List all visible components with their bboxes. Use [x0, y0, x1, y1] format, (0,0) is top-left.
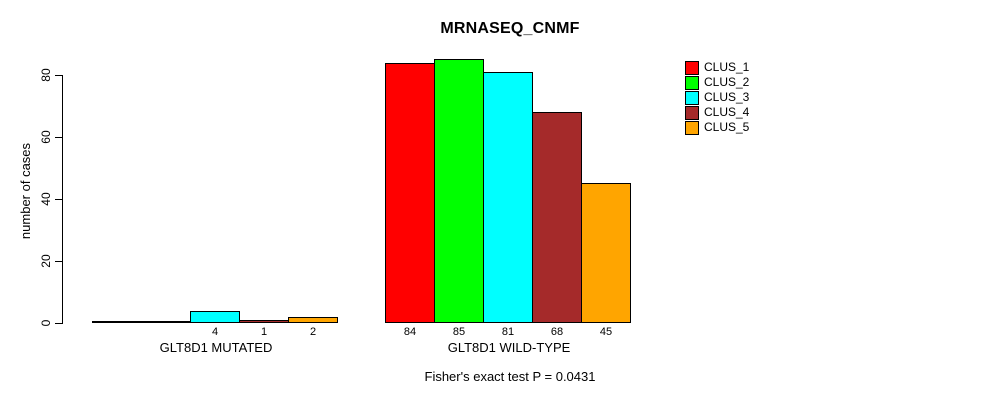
fisher-test-annotation: Fisher's exact test P = 0.0431 — [424, 369, 596, 384]
legend-swatch-icon — [685, 90, 699, 105]
bar-value-label: 4 — [211, 326, 219, 338]
x-group-label-mutated: GLT8D1 MUTATED — [159, 340, 273, 355]
y-tick-label: 40 — [39, 192, 53, 206]
bar-value-label: 84 — [403, 326, 417, 338]
bar-clus_4-group2 — [532, 112, 582, 323]
legend-label: CLUS_4 — [704, 105, 750, 119]
chart-title: MRNASEQ_CNMF — [440, 20, 580, 37]
legend: CLUS_1 CLUS_2 CLUS_3 CLUS_4 CLUS_5 — [685, 60, 749, 135]
y-tick-mark — [55, 199, 62, 200]
legend-swatch-icon — [685, 105, 699, 120]
legend-item-clus_3: CLUS_3 — [685, 90, 749, 105]
legend-item-clus_1: CLUS_1 — [685, 60, 749, 75]
y-tick-label: 60 — [39, 130, 53, 144]
bar-clus_5-group1 — [288, 317, 338, 323]
legend-swatch-icon — [685, 120, 699, 135]
y-tick-mark — [55, 323, 62, 324]
bar-value-label: 68 — [550, 326, 564, 338]
y-tick-label: 0 — [39, 319, 53, 327]
legend-item-clus_2: CLUS_2 — [685, 75, 749, 90]
bar-clus_3-group2 — [483, 72, 533, 323]
legend-swatch-icon — [685, 60, 699, 75]
bar-clus_5-group2 — [581, 183, 631, 323]
bar-value-label: 45 — [599, 326, 613, 338]
x-group-label-wildtype: GLT8D1 WILD-TYPE — [447, 340, 571, 355]
y-axis-line — [62, 75, 63, 324]
bar-clus_3-group1 — [190, 311, 240, 323]
bar-clus_1-group1 — [92, 321, 142, 323]
y-tick-mark — [55, 137, 62, 138]
y-tick-label: 80 — [39, 68, 53, 82]
legend-label: CLUS_1 — [704, 60, 750, 74]
y-tick-mark — [55, 75, 62, 76]
y-tick-label: 20 — [39, 254, 53, 268]
legend-label: CLUS_5 — [704, 120, 750, 134]
bar-clus_2-group2 — [434, 59, 484, 323]
bar-value-label: 85 — [452, 326, 466, 338]
bar-clus_1-group2 — [385, 63, 435, 323]
legend-item-clus_4: CLUS_4 — [685, 105, 749, 120]
bar-value-label: 81 — [501, 326, 515, 338]
legend-label: CLUS_3 — [704, 90, 750, 104]
bar-value-label: 2 — [309, 326, 317, 338]
bar-clus_2-group1 — [141, 321, 191, 323]
y-tick-mark — [55, 261, 62, 262]
y-axis-label: number of cases — [18, 142, 33, 240]
legend-label: CLUS_2 — [704, 75, 750, 89]
bar-value-label: 1 — [260, 326, 268, 338]
legend-swatch-icon — [685, 75, 699, 90]
bar-clus_4-group1 — [239, 320, 289, 323]
legend-item-clus_5: CLUS_5 — [685, 120, 749, 135]
